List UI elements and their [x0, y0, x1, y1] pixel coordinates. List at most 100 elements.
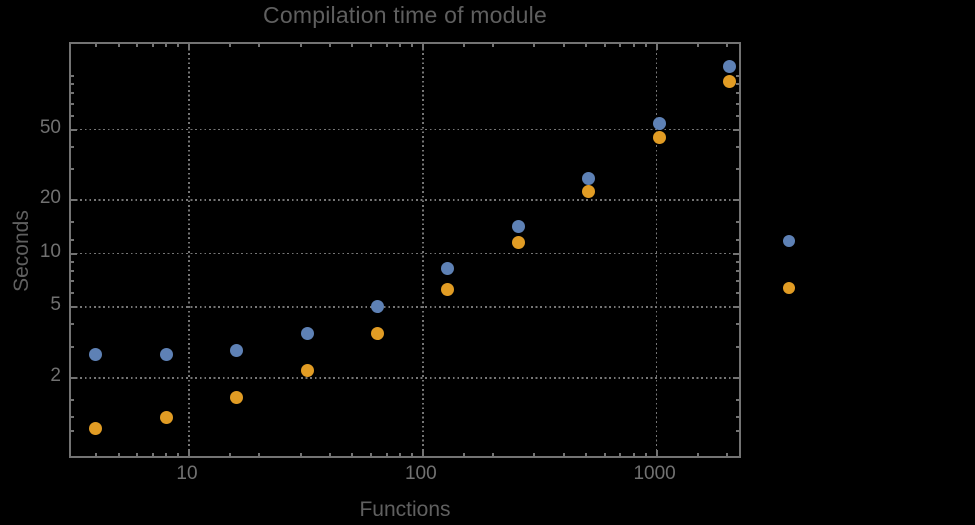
- y-tick-label-2: 2: [50, 364, 61, 386]
- x-tick-150: [462, 453, 465, 456]
- y-tick-20: [71, 199, 77, 202]
- y-tick-7: [71, 280, 74, 283]
- x-tick-800: [632, 453, 635, 456]
- data-point-series-2-orange-x16: [230, 390, 244, 404]
- x-tick-300: [533, 453, 536, 456]
- x-tick-top-7: [151, 44, 154, 47]
- y-tick-4: [71, 323, 74, 326]
- x-tick-top-600: [603, 44, 606, 47]
- plot-area: [69, 42, 741, 458]
- x-tick-top-8: [165, 44, 168, 47]
- x-tick-400: [562, 453, 565, 456]
- data-point-series-2-orange-x32: [300, 363, 314, 377]
- x-tick-top-15: [229, 44, 232, 47]
- x-tick-30: [299, 453, 302, 456]
- y-tick-90: [71, 83, 74, 86]
- gridline-y-50: [71, 128, 739, 131]
- data-point-series-2-orange-x2048: [722, 75, 736, 89]
- y-tick-80: [71, 92, 74, 95]
- y-tick-1.5: [71, 398, 74, 401]
- x-tick-top-5: [117, 44, 120, 47]
- x-axis-label: Functions: [359, 498, 451, 521]
- x-tick-200: [492, 453, 495, 456]
- x-tick-top-1000: [655, 44, 658, 50]
- x-tick-label-10: 10: [176, 463, 198, 484]
- x-tick-1500: [696, 453, 699, 456]
- chart-title: Compilation time of module: [263, 2, 547, 28]
- gridline-x-1000: [655, 44, 658, 456]
- x-tick-top-9: [177, 44, 180, 47]
- x-tick-top-70: [385, 44, 388, 47]
- x-tick-600: [603, 453, 606, 456]
- x-tick-700: [619, 453, 622, 456]
- data-point-series-1-blue-x32: [300, 327, 314, 341]
- y-tick-right-4: [736, 323, 739, 326]
- x-tick-label-1000: 1000: [633, 463, 676, 484]
- y-tick-label-20: 20: [39, 187, 61, 209]
- x-tick-top-900: [644, 44, 647, 47]
- x-tick-top-500: [585, 44, 588, 47]
- x-tick-label-100: 100: [404, 463, 437, 484]
- y-tick-60: [71, 114, 74, 117]
- x-tick-top-2000: [725, 44, 728, 47]
- y-tick-right-1.2: [736, 416, 739, 419]
- y-tick-9: [71, 260, 74, 263]
- x-tick-80: [399, 453, 402, 456]
- x-tick-top-20: [258, 44, 261, 47]
- y-tick-right-100: [736, 75, 739, 78]
- y-tick-right-80: [736, 92, 739, 95]
- x-tick-top-300: [533, 44, 536, 47]
- y-tick-8: [71, 269, 74, 272]
- x-tick-top-800: [632, 44, 635, 47]
- data-point-series-2-orange-x512: [582, 185, 596, 199]
- x-tick-7: [151, 453, 154, 456]
- data-point-series-2-orange-x1024: [652, 131, 666, 145]
- gridline-x-100: [422, 44, 424, 456]
- x-tick-1000: [655, 450, 658, 456]
- data-point-series-1-blue-x8: [159, 348, 173, 362]
- x-tick-top-90: [411, 44, 414, 47]
- x-tick-100: [421, 450, 424, 456]
- x-tick-50: [351, 453, 354, 456]
- y-tick-right-60: [736, 114, 739, 117]
- x-tick-top-200: [492, 44, 495, 47]
- x-tick-90: [411, 453, 414, 456]
- y-tick-right-1: [736, 430, 739, 433]
- y-tick-right-1.5: [736, 398, 739, 401]
- legend-marker-series-1: [783, 235, 795, 247]
- gridline-y-20: [71, 199, 739, 202]
- x-tick-60: [369, 453, 372, 456]
- x-tick-500: [585, 453, 588, 456]
- data-point-series-1-blue-x1024: [652, 117, 666, 131]
- y-tick-right-15: [736, 221, 739, 224]
- gridline-y-2: [71, 376, 739, 379]
- x-tick-top-10: [188, 44, 190, 50]
- y-tick-10: [71, 252, 77, 255]
- data-point-series-1-blue-x4: [89, 348, 103, 362]
- x-tick-6: [136, 453, 139, 456]
- x-tick-top-40: [328, 44, 331, 47]
- x-tick-70: [385, 453, 388, 456]
- y-tick-right-50: [733, 128, 739, 131]
- x-tick-4: [94, 453, 97, 456]
- x-tick-top-400: [562, 44, 565, 47]
- x-tick-top-30: [299, 44, 302, 47]
- y-tick-70: [71, 102, 74, 105]
- y-tick-30: [71, 168, 74, 170]
- y-tick-50: [71, 128, 77, 131]
- x-tick-top-80: [399, 44, 402, 47]
- legend-marker-series-2: [783, 282, 795, 294]
- y-tick-right-90: [736, 83, 739, 86]
- y-tick-6: [71, 292, 74, 295]
- y-tick-right-40: [736, 145, 739, 148]
- x-tick-top-1500: [696, 44, 699, 47]
- y-tick-1.2: [71, 416, 74, 419]
- y-tick-100: [71, 75, 74, 78]
- data-point-series-1-blue-x64: [370, 299, 384, 313]
- y-tick-right-3: [736, 345, 739, 348]
- x-tick-20: [258, 453, 261, 456]
- x-tick-15: [229, 453, 232, 456]
- x-tick-top-700: [619, 44, 622, 47]
- x-tick-top-6: [136, 44, 139, 47]
